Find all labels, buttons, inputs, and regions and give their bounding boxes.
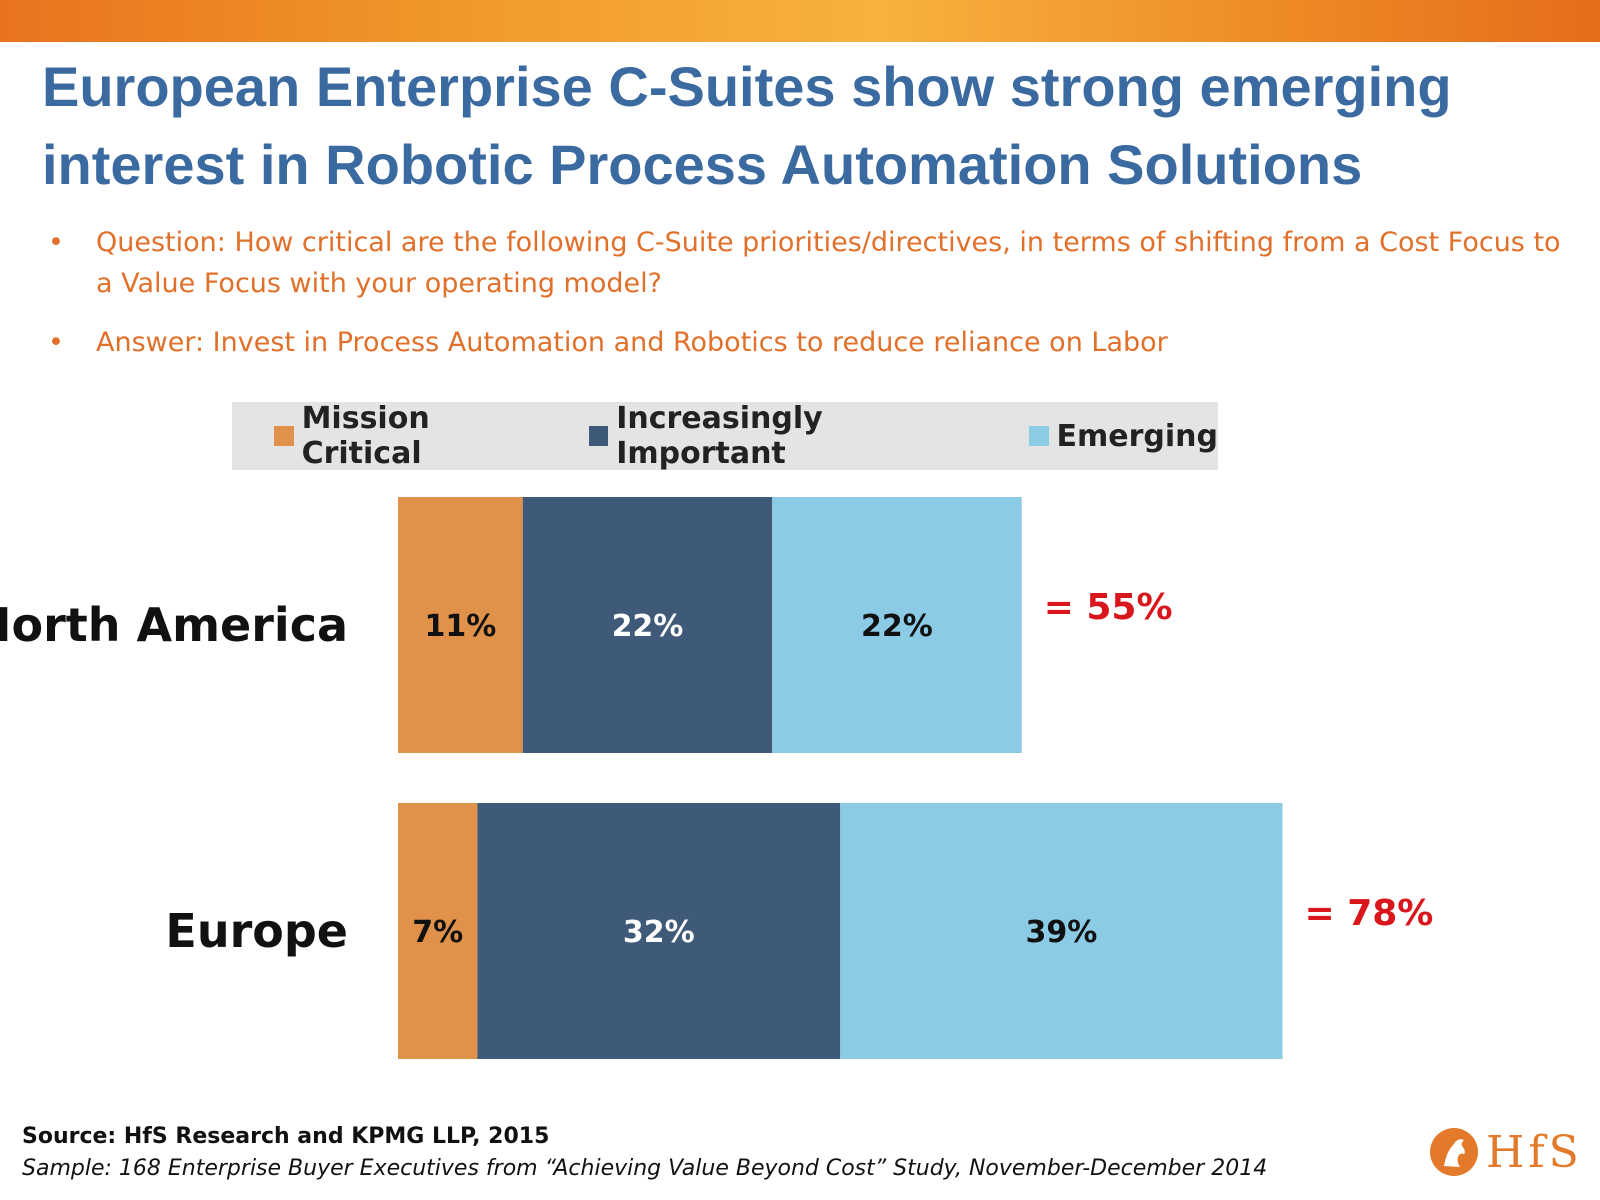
total-label-europe: = 78% bbox=[1305, 893, 1434, 934]
bullet-dot: • bbox=[48, 227, 64, 258]
bar-north-america-increasingly-important bbox=[522, 497, 773, 753]
bar-europe-increasingly-important bbox=[477, 803, 841, 1059]
legend-item-increasingly-important: Increasingly Important bbox=[588, 401, 995, 471]
category-label-europe: Europe bbox=[165, 904, 348, 958]
legend-label-mission-critical: Mission Critical bbox=[301, 401, 430, 471]
bar-north-america-emerging bbox=[772, 497, 1022, 753]
legend-label-increasingly-important: Increasingly Important bbox=[616, 401, 823, 471]
top-decorative-band bbox=[0, 0, 1600, 42]
legend-swatch-mission-critical bbox=[274, 426, 294, 446]
total-label-north-america: = 55% bbox=[1044, 587, 1173, 628]
bullet-dot: • bbox=[48, 327, 64, 358]
bullet-list: • Question: How critical are the followi… bbox=[42, 222, 1562, 381]
legend-label-emerging: Emerging bbox=[1056, 418, 1218, 454]
stacked-bar-chart: North America 11% 22% 22% = 55% Europe 7% 32% 39… bbox=[0, 497, 1434, 1059]
logo-text: HfS bbox=[1486, 1126, 1583, 1178]
legend-swatch-emerging bbox=[1028, 426, 1049, 446]
horse-head-icon bbox=[1430, 1128, 1478, 1176]
value-label-north-america-increasingly-important: 22% bbox=[612, 609, 684, 644]
page-title: European Enterprise C-Suites show strong… bbox=[42, 55, 1452, 196]
source-note: Source: HfS Research and KPMG LLP, 2015 bbox=[22, 1124, 550, 1149]
legend-item-emerging: Emerging bbox=[1028, 418, 1218, 454]
value-label-europe-emerging: 39% bbox=[1025, 915, 1097, 950]
bar-europe-mission-critical bbox=[398, 803, 478, 1059]
answer-bullet: • Answer: Invest in Process Automation a… bbox=[42, 322, 1562, 363]
value-label-north-america-mission-critical: 11% bbox=[424, 609, 496, 644]
value-label-europe-mission-critical: 7% bbox=[412, 915, 463, 950]
legend-swatch-increasingly-important bbox=[588, 426, 609, 446]
hfs-logo: HfS bbox=[1428, 1126, 1583, 1178]
value-label-north-america-emerging: 22% bbox=[861, 609, 933, 644]
question-bullet: • Question: How critical are the followi… bbox=[42, 222, 1562, 304]
bar-europe-emerging bbox=[840, 803, 1283, 1059]
chart-legend: Mission Critical Increasingly Important … bbox=[232, 401, 1218, 471]
legend-item-mission-critical: Mission Critical bbox=[274, 401, 555, 471]
sample-note: Sample: 168 Enterprise Buyer Executives … bbox=[22, 1156, 1268, 1181]
answer-text: Answer: Invest in Process Automation and… bbox=[96, 327, 1168, 358]
bar-north-america-mission-critical bbox=[398, 497, 523, 753]
category-label-north-america: North America bbox=[0, 598, 348, 652]
value-label-europe-increasingly-important: 32% bbox=[623, 915, 695, 950]
question-text: Question: How critical are the following… bbox=[96, 227, 1561, 299]
